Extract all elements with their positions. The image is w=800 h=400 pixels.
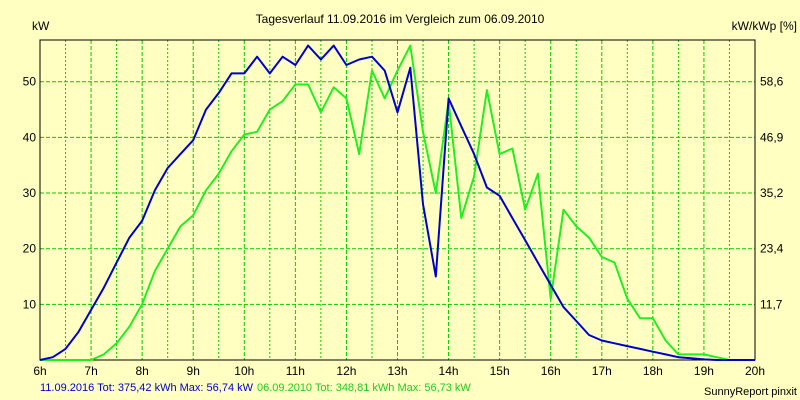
y2-tick-label: 23,4 (760, 242, 784, 256)
plot-frame (39, 39, 756, 361)
x-tick-label: 16h (541, 364, 561, 378)
footer-summary: 11.09.2016 Tot: 375,42 kWh Max: 56,74 kW… (40, 382, 471, 394)
grid-lines (39, 40, 756, 360)
y-tick-label: 30 (23, 186, 37, 200)
y2-tick-label: 46,9 (760, 130, 784, 144)
tick-labels: 6h 7h 8h 9h 10h 11h 12h 13h 14h 15h 16h 17h 18h 19h 20… (23, 75, 784, 378)
footer-credit: SunnyReport pinxit (704, 386, 797, 398)
x-tick-label: 17h (592, 364, 612, 378)
x-tick-label: 12h (336, 364, 356, 378)
x-tick-label: 20h (745, 364, 765, 378)
x-tick-label: 15h (490, 364, 510, 378)
y2-tick-label: 35,2 (760, 186, 784, 200)
x-tick-label: 8h (135, 364, 148, 378)
x-tick-label: 14h (439, 364, 459, 378)
y-tick-label: 50 (23, 75, 37, 89)
y-tick-label: 10 (23, 297, 37, 311)
y-axis-label: kW (32, 19, 50, 33)
footer-series-2016: 11.09.2016 Tot: 375,42 kWh Max: 56,74 kW (40, 382, 254, 394)
x-tick-label: 11h (286, 364, 305, 378)
series-layer (39, 44, 755, 361)
footer-series-2010: 06.09.2010 Tot: 348,81 kWh Max: 56,73 kW (257, 382, 471, 394)
x-tick-label: 18h (643, 364, 663, 378)
x-tick-label: 19h (694, 364, 714, 378)
y-tick-label: 20 (23, 242, 37, 256)
series-line-11.09.2016 (39, 44, 755, 361)
y2-axis-label: kW/kWp [%] (732, 19, 797, 33)
x-tick-label: 13h (387, 364, 407, 378)
x-tick-label: 6h (33, 364, 46, 378)
y2-tick-label: 58,6 (760, 75, 784, 89)
y-tick-label: 40 (23, 130, 37, 144)
x-tick-label: 9h (187, 364, 200, 378)
series-line-06.09.2010 (40, 44, 755, 361)
y2-tick-label: 11,7 (760, 297, 783, 311)
chart-title: Tagesverlauf 11.09.2016 im Vergleich zum… (256, 12, 545, 26)
x-tick-label: 7h (84, 364, 97, 378)
x-tick-label: 10h (234, 364, 254, 378)
